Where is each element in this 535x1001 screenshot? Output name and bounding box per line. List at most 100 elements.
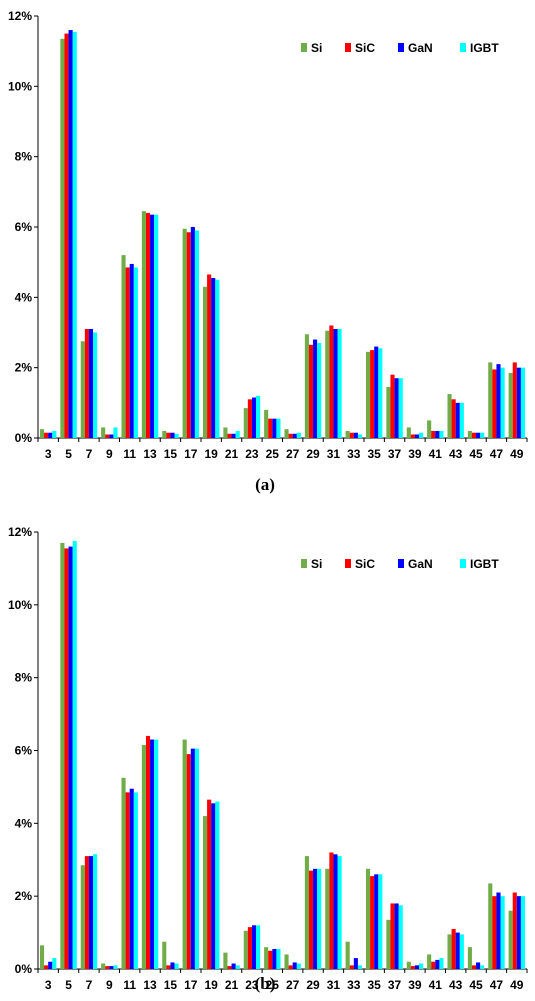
- bar-si-41: [427, 420, 432, 438]
- bar-si-11: [121, 255, 126, 438]
- bar-gan-39: [414, 434, 420, 438]
- bar-igbt-43: [459, 934, 464, 969]
- bar-igbt-13: [154, 214, 159, 438]
- bar-si-25: [264, 947, 269, 969]
- bar-si-17: [182, 228, 187, 438]
- bar-si-37: [386, 919, 391, 969]
- legend-label-igbt: IGBT: [470, 41, 499, 55]
- bar-sic-19: [207, 799, 212, 969]
- y-tick-label: 6%: [15, 220, 33, 234]
- x-tick-label: 11: [123, 447, 136, 461]
- bar-gan-31: [333, 854, 338, 969]
- bar-si-23: [243, 930, 248, 969]
- bar-igbt-7: [93, 854, 98, 969]
- bar-igbt-17: [194, 748, 200, 969]
- x-tick-label: 19: [205, 978, 219, 992]
- bar-igbt-23: [256, 395, 261, 438]
- bar-sic-23: [247, 399, 252, 438]
- bar-gan-17: [190, 227, 195, 438]
- bar-si-29: [304, 856, 309, 969]
- bar-sic-13: [145, 735, 151, 969]
- bar-gan-43: [455, 932, 460, 969]
- bar-gan-35: [374, 346, 379, 438]
- bar-si-47: [488, 362, 493, 438]
- bar-gan-3: [48, 432, 53, 438]
- bar-gan-25: [272, 948, 277, 969]
- y-tick-label: 12%: [8, 525, 32, 539]
- bar-si-35: [365, 868, 371, 969]
- bar-igbt-29: [317, 343, 322, 438]
- bar-si-19: [202, 816, 208, 969]
- bar-sic-31: [329, 325, 334, 438]
- bar-igbt-37: [398, 905, 403, 969]
- bar-igbt-15: [174, 433, 179, 438]
- bar-igbt-13: [154, 739, 159, 969]
- bar-igbt-3: [52, 430, 57, 438]
- bar-igbt-39: [419, 432, 424, 438]
- bar-si-7: [80, 865, 85, 969]
- x-tick-label: 7: [86, 447, 93, 461]
- bar-si-21: [223, 427, 228, 438]
- legend-swatch-gan: [398, 43, 404, 52]
- x-tick-label: 9: [106, 978, 113, 992]
- bar-si-15: [162, 430, 167, 438]
- bar-igbt-25: [276, 418, 281, 438]
- x-tick-label: 43: [449, 447, 463, 461]
- bar-igbt-25: [276, 948, 281, 969]
- x-tick-label: 15: [164, 978, 178, 992]
- bar-sic-35: [370, 350, 375, 438]
- x-tick-label: 17: [184, 978, 198, 992]
- bar-sic-33: [349, 432, 354, 438]
- bar-si-15: [162, 941, 167, 969]
- x-tick-label: 49: [510, 978, 524, 992]
- bar-sic-5: [64, 548, 69, 969]
- bar-sic-23: [247, 927, 252, 969]
- y-tick-label: 10%: [8, 598, 32, 612]
- bar-igbt-7: [93, 332, 98, 438]
- bar-si-31: [325, 868, 330, 969]
- bar-si-21: [223, 952, 228, 969]
- bar-gan-43: [455, 402, 460, 438]
- bar-igbt-35: [378, 348, 383, 438]
- bar-sic-3: [44, 432, 49, 438]
- bar-sic-15: [166, 965, 171, 969]
- x-tick-label: 5: [65, 978, 72, 992]
- bar-gan-9: [109, 434, 114, 438]
- bar-gan-45: [476, 962, 481, 969]
- bar-si-39: [406, 427, 411, 438]
- y-tick-label: 12%: [8, 9, 32, 23]
- bar-sic-19: [207, 274, 212, 438]
- y-tick-label: 0%: [15, 431, 33, 445]
- bar-gan-9: [109, 966, 114, 969]
- bar-gan-11: [129, 788, 134, 969]
- x-tick-label: 21: [225, 447, 239, 461]
- bar-sic-15: [166, 432, 171, 438]
- bar-gan-31: [333, 328, 338, 438]
- bar-igbt-3: [52, 958, 57, 969]
- legend-label-sic: SiC: [355, 41, 375, 55]
- x-tick-label: 17: [184, 447, 198, 461]
- bar-sic-47: [492, 369, 497, 438]
- bar-si-45: [467, 947, 472, 969]
- y-tick-label: 6%: [15, 744, 33, 758]
- bar-sic-43: [451, 928, 456, 969]
- x-tick-label: 41: [429, 447, 443, 461]
- x-tick-label: 39: [408, 447, 422, 461]
- x-tick-label: 47: [490, 447, 504, 461]
- x-tick-label: 9: [106, 447, 113, 461]
- bar-gan-15: [170, 432, 175, 438]
- bar-gan-19: [211, 803, 216, 969]
- bar-igbt-41: [439, 958, 444, 969]
- legend-swatch-gan: [398, 559, 404, 568]
- bar-si-31: [325, 330, 330, 438]
- x-tick-label: 3: [45, 447, 52, 461]
- x-tick-label: 33: [347, 978, 361, 992]
- x-tick-label: 35: [368, 447, 382, 461]
- bar-igbt-35: [378, 874, 383, 969]
- bar-si-3: [39, 429, 45, 438]
- x-tick-label: 29: [306, 447, 320, 461]
- x-tick-label: 7: [86, 978, 93, 992]
- x-tick-label: 23: [245, 447, 259, 461]
- bar-si-33: [345, 430, 350, 438]
- bar-igbt-45: [480, 432, 485, 438]
